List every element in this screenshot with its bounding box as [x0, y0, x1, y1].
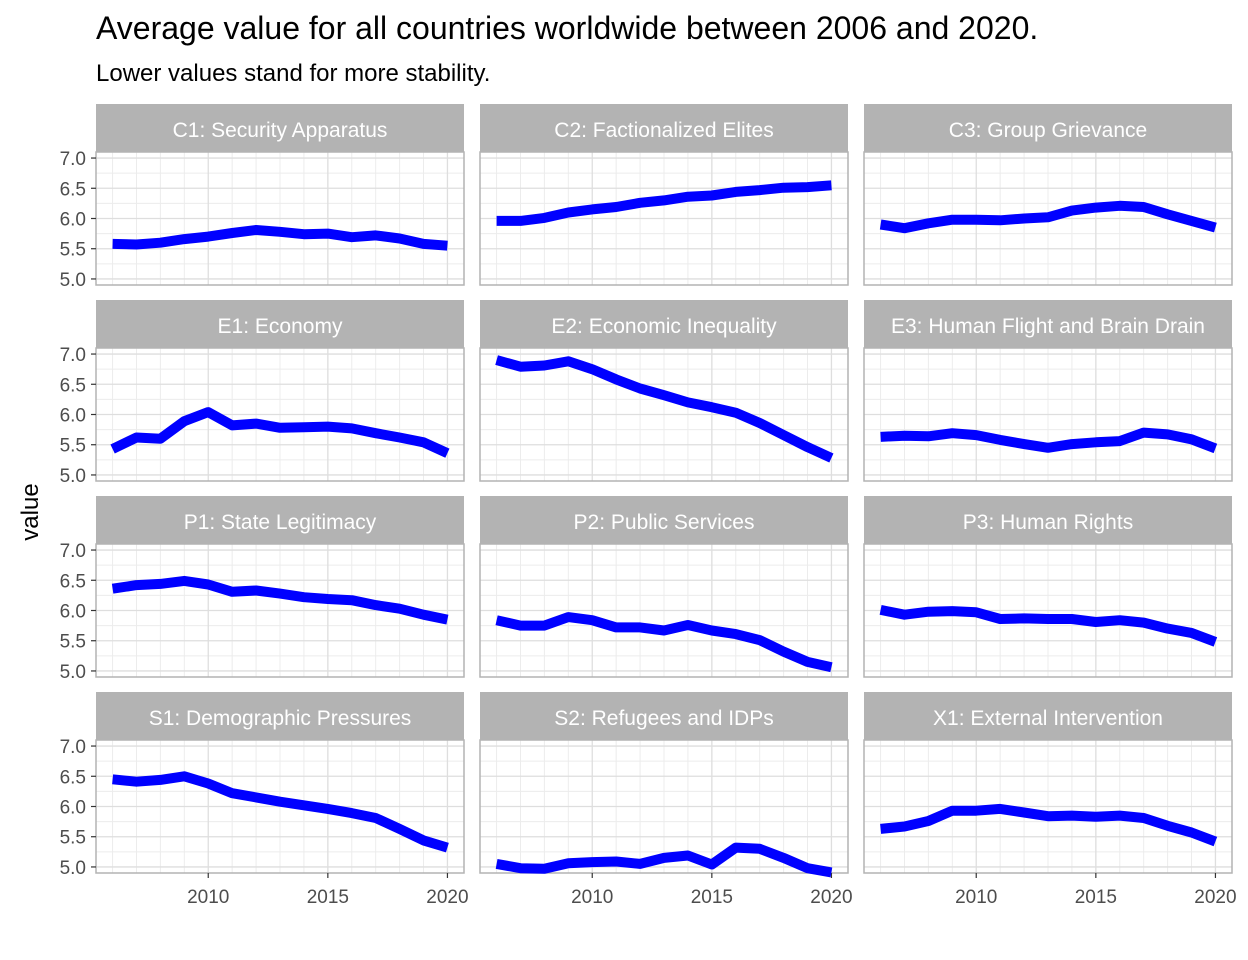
- facet-strip: [864, 496, 1232, 544]
- x-tick-label: 2010: [955, 887, 997, 908]
- panel-border: [479, 543, 849, 678]
- facet-panel: P1: State Legitimacy 5.0 5.5 6.0 6.5 7.0: [60, 496, 465, 683]
- x-tick-label: 2020: [1194, 887, 1236, 908]
- facet-panel: E1: Economy 5.0 5.5 6.0 6.5 7.0: [60, 300, 465, 487]
- facet-strip: [864, 104, 1232, 152]
- y-tick-label: 6.0: [60, 602, 86, 623]
- facet-strip-label: C2: Factionalized Elites: [554, 119, 773, 142]
- y-tick-label: 6.5: [60, 375, 86, 396]
- series-line: [880, 803, 1218, 847]
- panel-border: [863, 739, 1233, 874]
- x-tick-label: 2015: [1075, 887, 1117, 908]
- facet-strip-label: P2: Public Services: [574, 511, 755, 534]
- facet-strip-label: P3: Human Rights: [963, 511, 1133, 534]
- facet-strip-label: E2: Economic Inequality: [551, 315, 777, 338]
- series-line: [495, 355, 834, 463]
- facet-strip-label: X1: External Intervention: [933, 707, 1163, 730]
- series-line: [496, 180, 832, 226]
- y-tick-label: 5.5: [60, 632, 86, 653]
- x-tick-label: 2010: [187, 887, 229, 908]
- series-line: [879, 604, 1218, 647]
- y-tick-label: 7.0: [60, 737, 86, 758]
- facet-strip-label: S1: Demographic Pressures: [149, 707, 412, 730]
- facet-strip-label: E1: Economy: [218, 315, 343, 338]
- facet-panel: X1: External Intervention 2010 2015 2020: [863, 692, 1237, 908]
- y-tick-label: 6.0: [60, 210, 86, 231]
- series-line: [110, 407, 450, 458]
- x-tick-label: 2020: [426, 887, 468, 908]
- series-line: [111, 575, 449, 625]
- y-tick-label: 5.5: [60, 436, 86, 457]
- y-tick-label: 7.0: [60, 541, 86, 562]
- x-tick-label: 2010: [571, 887, 613, 908]
- x-tick-label: 2015: [691, 887, 733, 908]
- facet-strip-label: P1: State Legitimacy: [184, 511, 377, 534]
- facet-panel: P3: Human Rights: [863, 496, 1233, 678]
- facet-strip: [480, 692, 848, 740]
- facet-panel: C3: Group Grievance: [863, 104, 1233, 286]
- y-tick-label: 6.5: [60, 767, 86, 788]
- y-axis-title: value: [17, 483, 44, 540]
- y-tick-label: 6.5: [60, 571, 86, 592]
- panel-border: [863, 151, 1233, 286]
- facet-strip: [864, 300, 1232, 348]
- x-tick-label: 2020: [810, 887, 852, 908]
- facet-panel: E3: Human Flight and Brain Drain: [863, 300, 1233, 482]
- series-line: [112, 771, 449, 853]
- y-tick-label: 5.0: [60, 858, 86, 879]
- facet-panel: S1: Demographic Pressures 5.0 5.5 6.0 6.5 7.0…: [60, 692, 469, 908]
- panel-border: [479, 151, 849, 286]
- series-line: [880, 427, 1218, 454]
- y-tick-label: 5.0: [60, 466, 86, 487]
- facet-panel: C1: Security Apparatus 5.0 5.5 6.0 6.5 7.0: [60, 104, 465, 291]
- facet-strip: [864, 692, 1232, 740]
- facet-strip: [480, 300, 848, 348]
- y-tick-label: 6.5: [60, 179, 86, 200]
- facet-strip-label: S2: Refugees and IDPs: [554, 707, 773, 730]
- facet-strip-label: E3: Human Flight and Brain Drain: [891, 315, 1205, 338]
- facet-panel: E2: Economic Inequality: [479, 300, 849, 482]
- facet-panel: C2: Factionalized Elites: [479, 104, 849, 286]
- y-tick-label: 5.5: [60, 240, 86, 261]
- facet-strip: [96, 104, 464, 152]
- y-tick-label: 5.0: [60, 662, 86, 683]
- panel-border: [479, 739, 849, 874]
- series-line: [879, 200, 1217, 234]
- facet-strip-label: C3: Group Grievance: [949, 119, 1147, 142]
- series-line: [495, 842, 833, 878]
- series-line: [112, 225, 448, 251]
- series-line: [495, 612, 833, 673]
- panel-border: [863, 543, 1233, 678]
- x-tick-label: 2015: [307, 887, 349, 908]
- y-tick-label: 7.0: [60, 345, 86, 366]
- panel-border: [479, 347, 849, 482]
- facet-strip: [96, 692, 464, 740]
- facet-panel: S2: Refugees and IDPs 2010 2015 2020: [479, 692, 853, 908]
- chart-title: Average value for all countries worldwid…: [96, 10, 1039, 46]
- facet-strip: [96, 300, 464, 348]
- facet-strip: [480, 496, 848, 544]
- panel-border: [863, 347, 1233, 482]
- chart-subtitle: Lower values stand for more stability.: [96, 60, 491, 87]
- facet-panel: P2: Public Services: [479, 496, 849, 678]
- y-tick-label: 6.0: [60, 798, 86, 819]
- y-tick-label: 5.0: [60, 270, 86, 291]
- facet-strip: [480, 104, 848, 152]
- y-tick-label: 7.0: [60, 149, 86, 170]
- facet-strip-label: C1: Security Apparatus: [173, 119, 388, 142]
- y-tick-label: 5.5: [60, 828, 86, 849]
- y-tick-label: 6.0: [60, 406, 86, 427]
- facet-strip: [96, 496, 464, 544]
- facet-panels: C1: Security Apparatus 5.0 5.5 6.0 6.5 7.0 C2:…: [60, 104, 1237, 908]
